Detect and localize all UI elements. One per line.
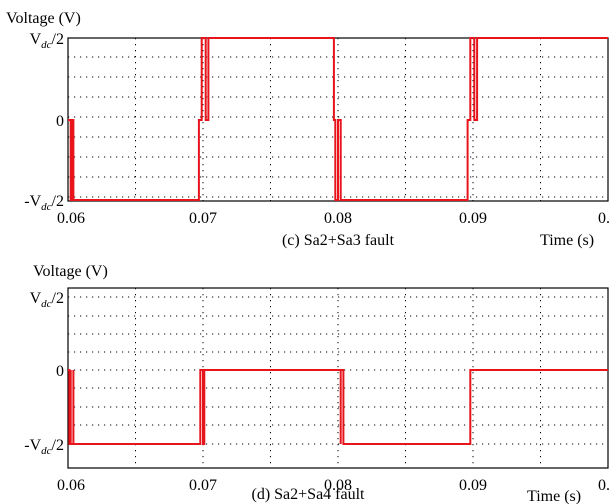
- x-tick-labels: 0.06 0.07 0.08 0.09 0.1: [57, 477, 611, 494]
- x-tick-label: 0.07: [189, 210, 217, 227]
- y-tick-labels: Vdc/2 0 -Vdc/2: [24, 31, 64, 213]
- x-tick-label: 0.1: [598, 210, 611, 227]
- x-tick-label: 0.09: [459, 210, 487, 227]
- x-tick-labels: 0.06 0.07 0.08 0.09 0.1: [57, 210, 611, 227]
- y-tick-label: -Vdc/2: [24, 193, 64, 213]
- x-tick-label: 0.06: [57, 210, 85, 227]
- y-tick-label: Vdc/2: [30, 290, 64, 310]
- x-axis-label: Time (s): [527, 488, 581, 504]
- voltage-line: [68, 37, 608, 201]
- voltage-line: [68, 369, 608, 445]
- x-tick-label: 0.08: [324, 210, 352, 227]
- voltage-series: [68, 37, 608, 201]
- x-tick-label: 0.09: [459, 477, 487, 494]
- chart-panel-d: Voltage (V) Vdc/20-Vdc/2 0.06 0.07 0.08 0.0…: [24, 263, 611, 504]
- chart-panel-c: Voltage (V) Vdc/20-Vdc/2 0.06 0.07 0.08 0.0…: [6, 10, 611, 249]
- y-tick-label: -Vdc/2: [24, 437, 64, 457]
- x-tick-label: 0.06: [57, 477, 85, 494]
- chart-title: (d) Sa2+Sa4 fault: [252, 486, 366, 503]
- grid-lines: [68, 288, 608, 468]
- y-tick-labels: Vdc/2 0 -Vdc/2: [24, 290, 64, 457]
- voltage-series: [68, 369, 608, 445]
- y-tick-label: 0: [56, 363, 64, 380]
- y-axis-label: Voltage (V): [6, 10, 81, 27]
- y-axis-label: Voltage (V): [33, 263, 108, 280]
- y-tick-label: Vdc/2: [30, 31, 64, 51]
- x-tick-label: 0.1: [598, 477, 611, 494]
- x-axis-label: Time (s): [540, 232, 594, 249]
- chart-title: (c) Sa2+Sa3 fault: [282, 232, 395, 249]
- x-tick-label: 0.07: [189, 477, 217, 494]
- x-tick-label: 0.08: [324, 477, 352, 494]
- y-tick-label: 0: [56, 113, 64, 130]
